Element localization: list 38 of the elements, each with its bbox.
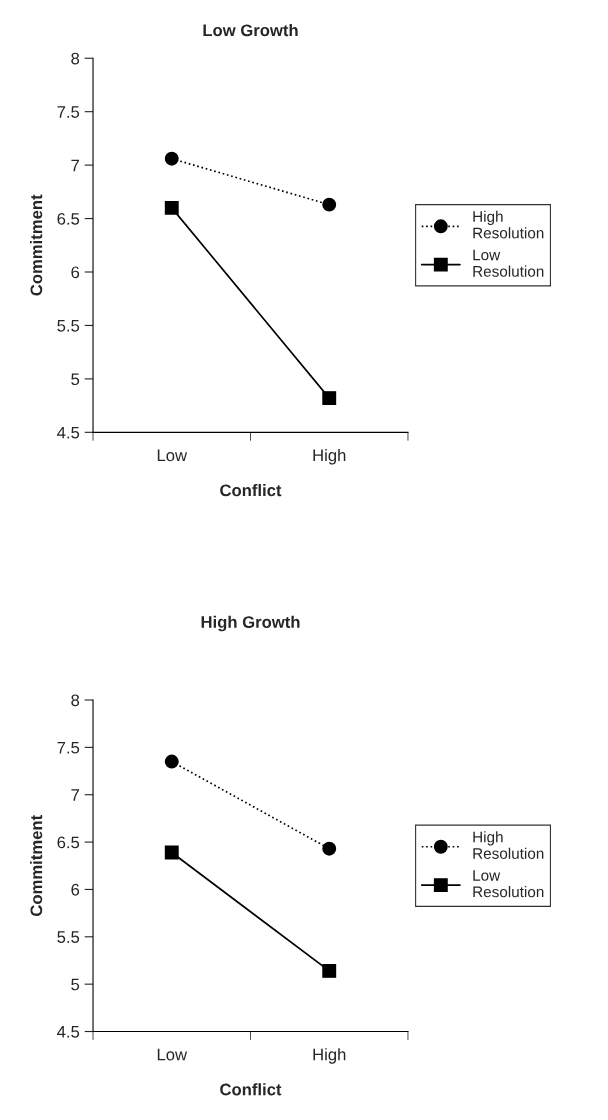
x-axis-title: Conflict — [220, 483, 282, 497]
y-tick-label: 6.5 — [57, 212, 80, 225]
y-tick-label: 7 — [71, 159, 79, 172]
y-tick-label: 5 — [71, 978, 80, 991]
legend-label: Low Resolution — [473, 249, 544, 277]
y-tick-label: 4.5 — [57, 1026, 80, 1038]
y-tick-label: 7.5 — [57, 741, 80, 754]
point — [164, 754, 179, 769]
chart-title: Low Growth — [203, 23, 298, 37]
point — [322, 963, 337, 978]
x-tick-label: Low — [157, 449, 188, 462]
y-tick-label: 4.5 — [57, 426, 80, 439]
y-tick-label: 5.5 — [57, 320, 80, 332]
legend-label: High Resolution — [473, 831, 544, 859]
y-tick-label: 8 — [71, 694, 80, 707]
point — [322, 841, 337, 856]
x-tick-label: High — [313, 448, 346, 465]
y-tick-label: 5.5 — [57, 931, 80, 943]
point — [322, 197, 337, 212]
x-tick-label: Low — [157, 1048, 188, 1061]
chart-title: High Growth — [201, 615, 300, 632]
y-axis-title: Commitment — [30, 815, 43, 916]
y-tick-label: 8 — [71, 52, 80, 65]
y-tick-label: 6.5 — [57, 836, 80, 849]
legend-label: Low Resolution — [473, 870, 544, 898]
point — [164, 845, 179, 860]
point — [322, 391, 337, 406]
x-axis-title: Conflict — [220, 1083, 282, 1096]
y-axis-title: Commitment — [30, 194, 43, 296]
y-tick-label: 7 — [71, 789, 79, 801]
y-tick-label: 7.5 — [57, 106, 80, 118]
y-tick-label: 6 — [71, 266, 80, 279]
x-tick-label: High — [313, 1048, 346, 1064]
point — [164, 151, 179, 166]
y-tick-label: 6 — [71, 883, 80, 896]
y-tick-label: 5 — [71, 373, 80, 386]
point — [164, 200, 179, 215]
legend-label: High Resolution — [473, 210, 544, 239]
